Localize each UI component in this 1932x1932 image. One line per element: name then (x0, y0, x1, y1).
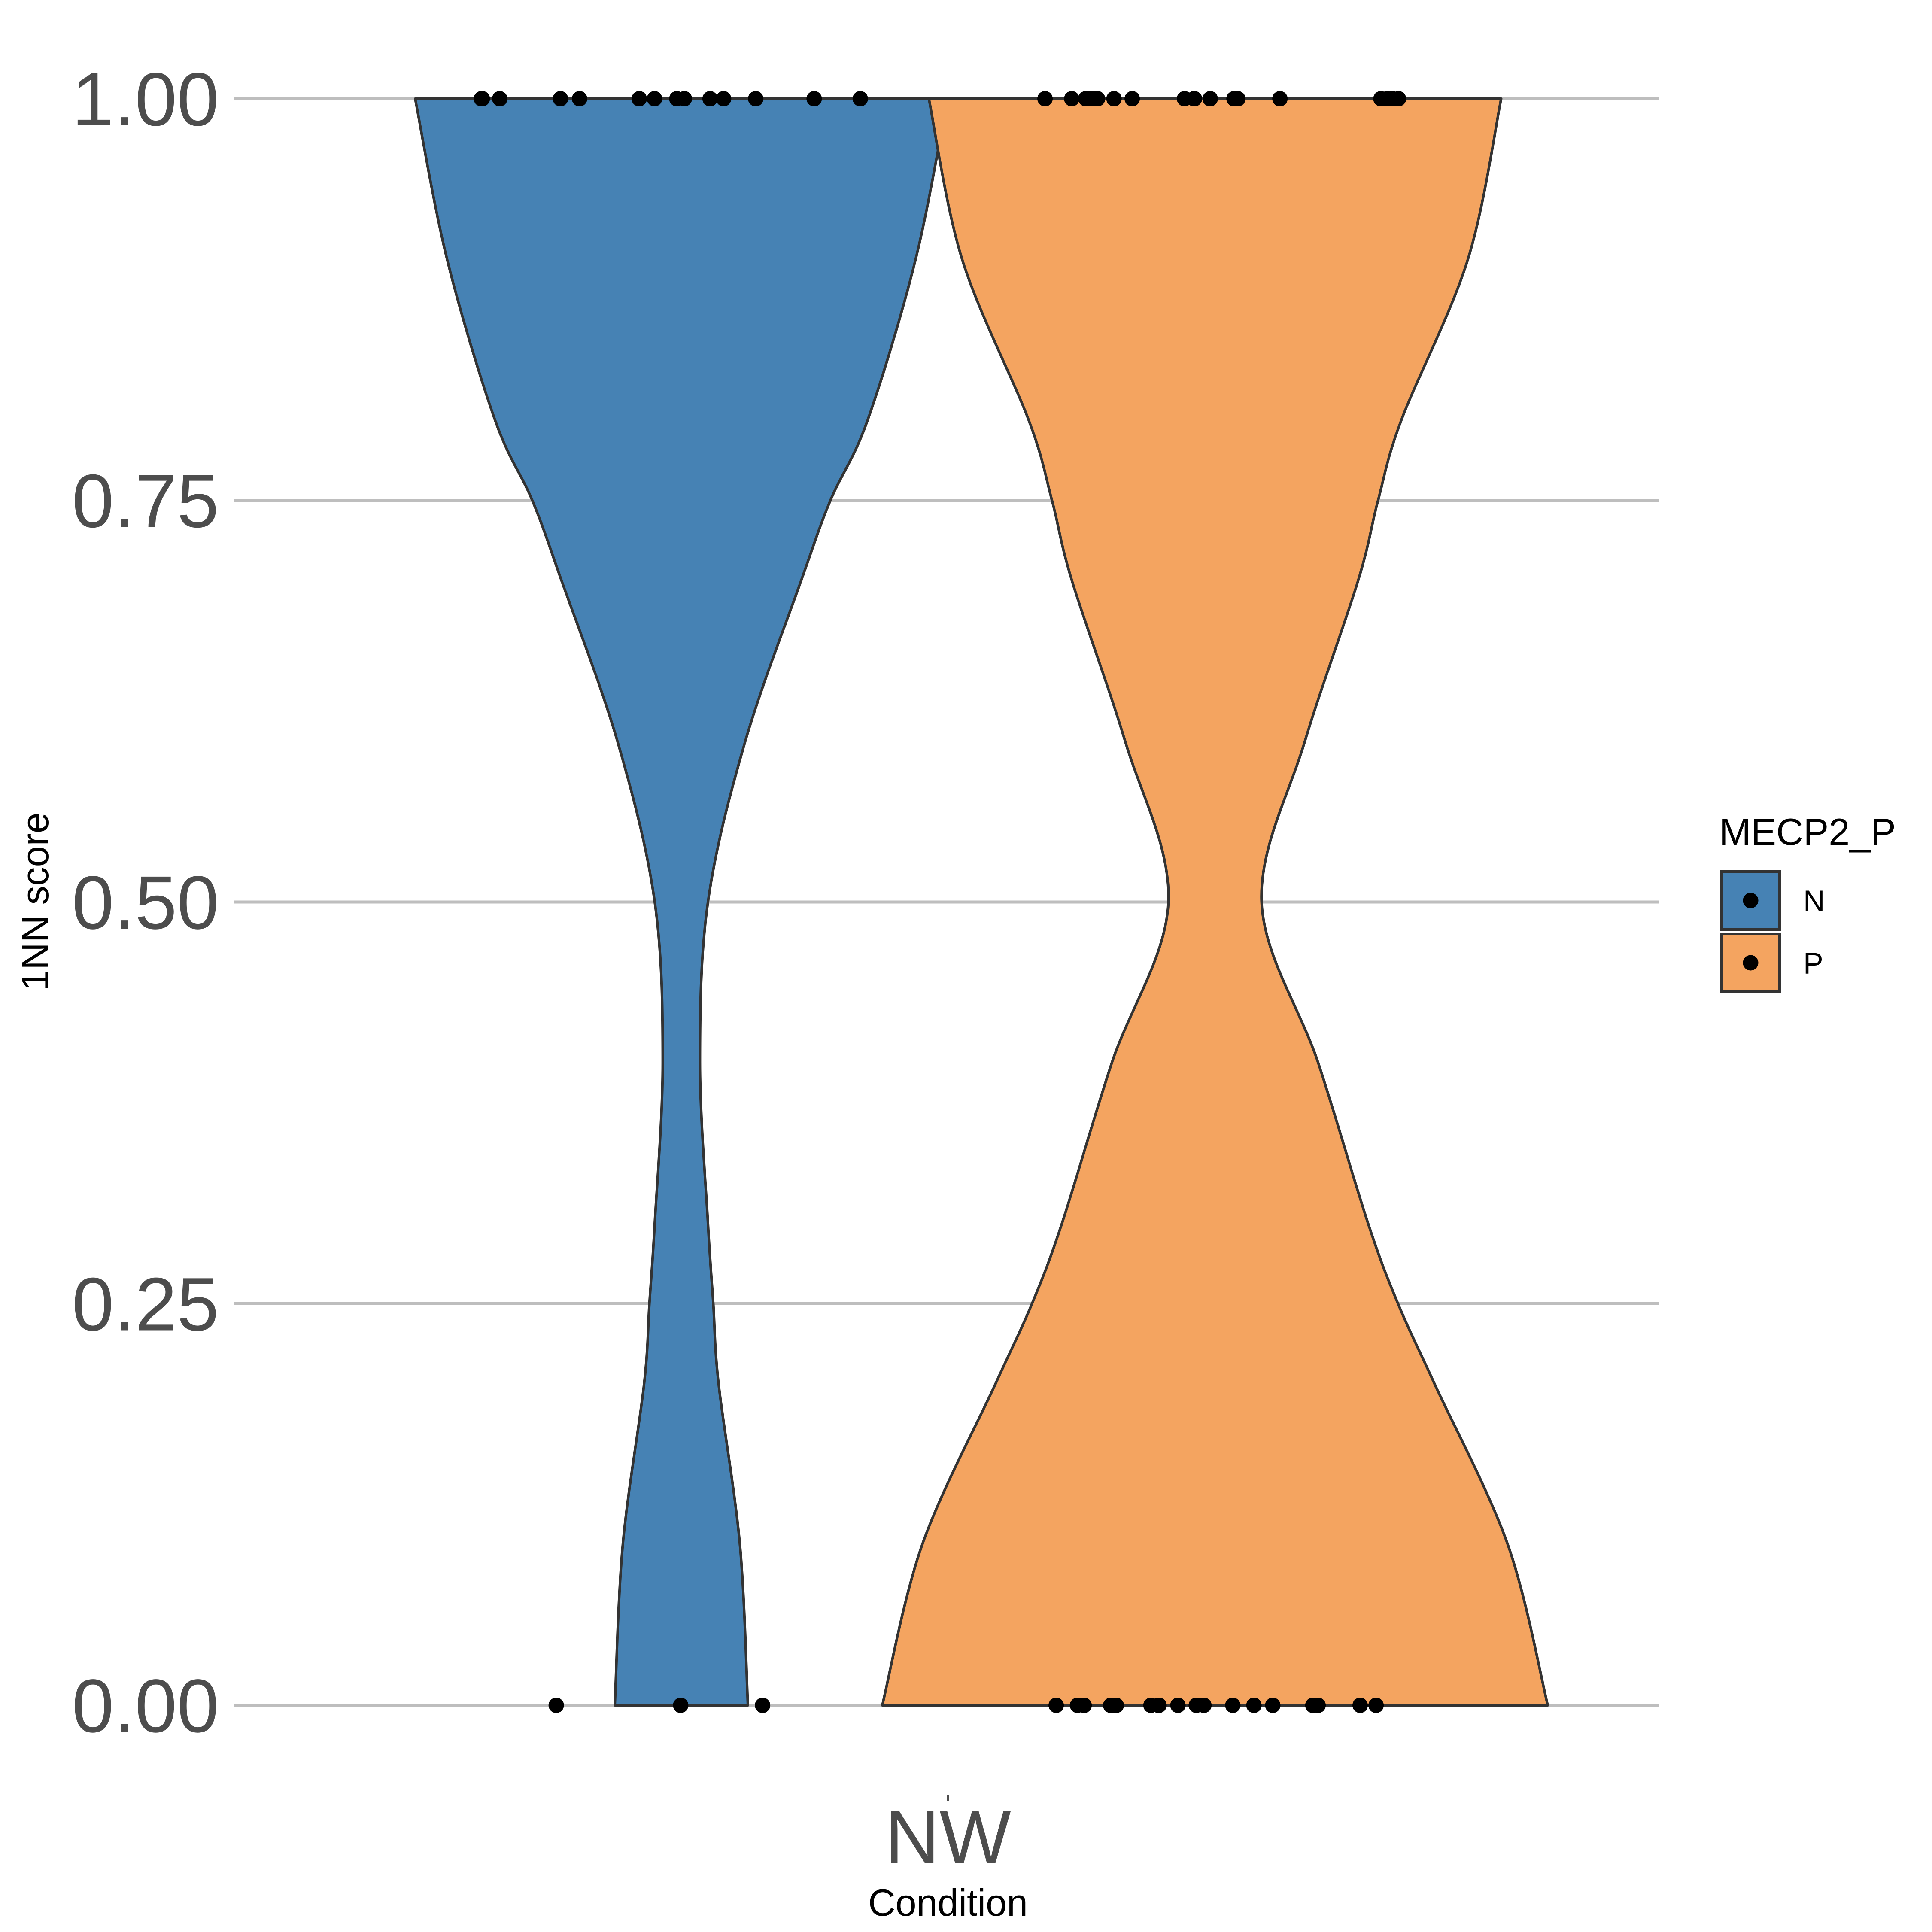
data-point-p (1151, 1698, 1166, 1713)
data-point-p (1124, 91, 1140, 106)
data-point-n (716, 91, 732, 106)
data-point-n (806, 91, 822, 106)
y-tick-label: 1.00 (72, 58, 219, 142)
data-point-p (1202, 91, 1218, 106)
data-point-p (1048, 1698, 1064, 1713)
data-point-n (553, 91, 568, 106)
point-layer (474, 91, 1406, 1713)
legend: MECP2_P NP (1719, 811, 1896, 993)
data-point-p (1187, 91, 1203, 106)
data-point-p (1170, 1698, 1186, 1713)
data-point-p (1064, 91, 1080, 106)
data-point-n (548, 1698, 564, 1713)
y-tick-label: 0.00 (72, 1664, 219, 1748)
data-point-p (1352, 1698, 1368, 1713)
data-point-p (1226, 91, 1242, 106)
data-point-p (1379, 91, 1395, 106)
data-point-p (1188, 1698, 1204, 1713)
data-point-n (677, 91, 693, 106)
data-point-p (1265, 1698, 1281, 1713)
data-point-p (1103, 1698, 1119, 1713)
x-axis: NW (885, 1795, 1011, 1880)
legend-entries: NP (1720, 870, 1825, 993)
data-point-n (647, 91, 662, 106)
data-point-p (1368, 1698, 1384, 1713)
data-point-n (673, 1698, 689, 1713)
legend-title: MECP2_P (1719, 811, 1896, 853)
y-tick-label: 0.75 (72, 459, 219, 544)
legend-label-n: N (1803, 884, 1825, 918)
data-point-n (492, 91, 508, 106)
data-point-n (571, 91, 587, 106)
violin-p (881, 97, 1549, 1707)
x-axis-title: Condition (868, 1881, 1028, 1924)
data-point-n (748, 91, 764, 106)
legend-label-p: P (1803, 947, 1823, 980)
violin-n (414, 97, 949, 1707)
data-point-n (755, 1698, 771, 1713)
y-axis-title: 1NN score (14, 812, 56, 991)
data-point-p (1106, 91, 1122, 106)
x-tick-label: NW (885, 1795, 1011, 1880)
y-axis-tick-labels: 0.00 0.25 0.50 0.75 1.00 (72, 58, 219, 1748)
legend-key-point (1743, 893, 1759, 908)
legend-key-point (1743, 955, 1759, 971)
data-point-p (1391, 91, 1406, 106)
data-point-p (1069, 1698, 1085, 1713)
data-point-p (1037, 91, 1053, 106)
data-point-p (1225, 1698, 1241, 1713)
data-point-n (852, 91, 868, 106)
violin-layer (414, 97, 1549, 1707)
y-tick-label: 0.25 (72, 1263, 219, 1347)
data-point-p (1246, 1698, 1262, 1713)
data-point-p (1082, 91, 1098, 106)
data-point-n (631, 91, 647, 106)
data-point-p (1272, 91, 1288, 106)
data-point-p (1305, 1698, 1321, 1713)
data-point-n (702, 91, 718, 106)
data-point-n (474, 91, 489, 106)
y-tick-label: 0.50 (72, 861, 219, 945)
